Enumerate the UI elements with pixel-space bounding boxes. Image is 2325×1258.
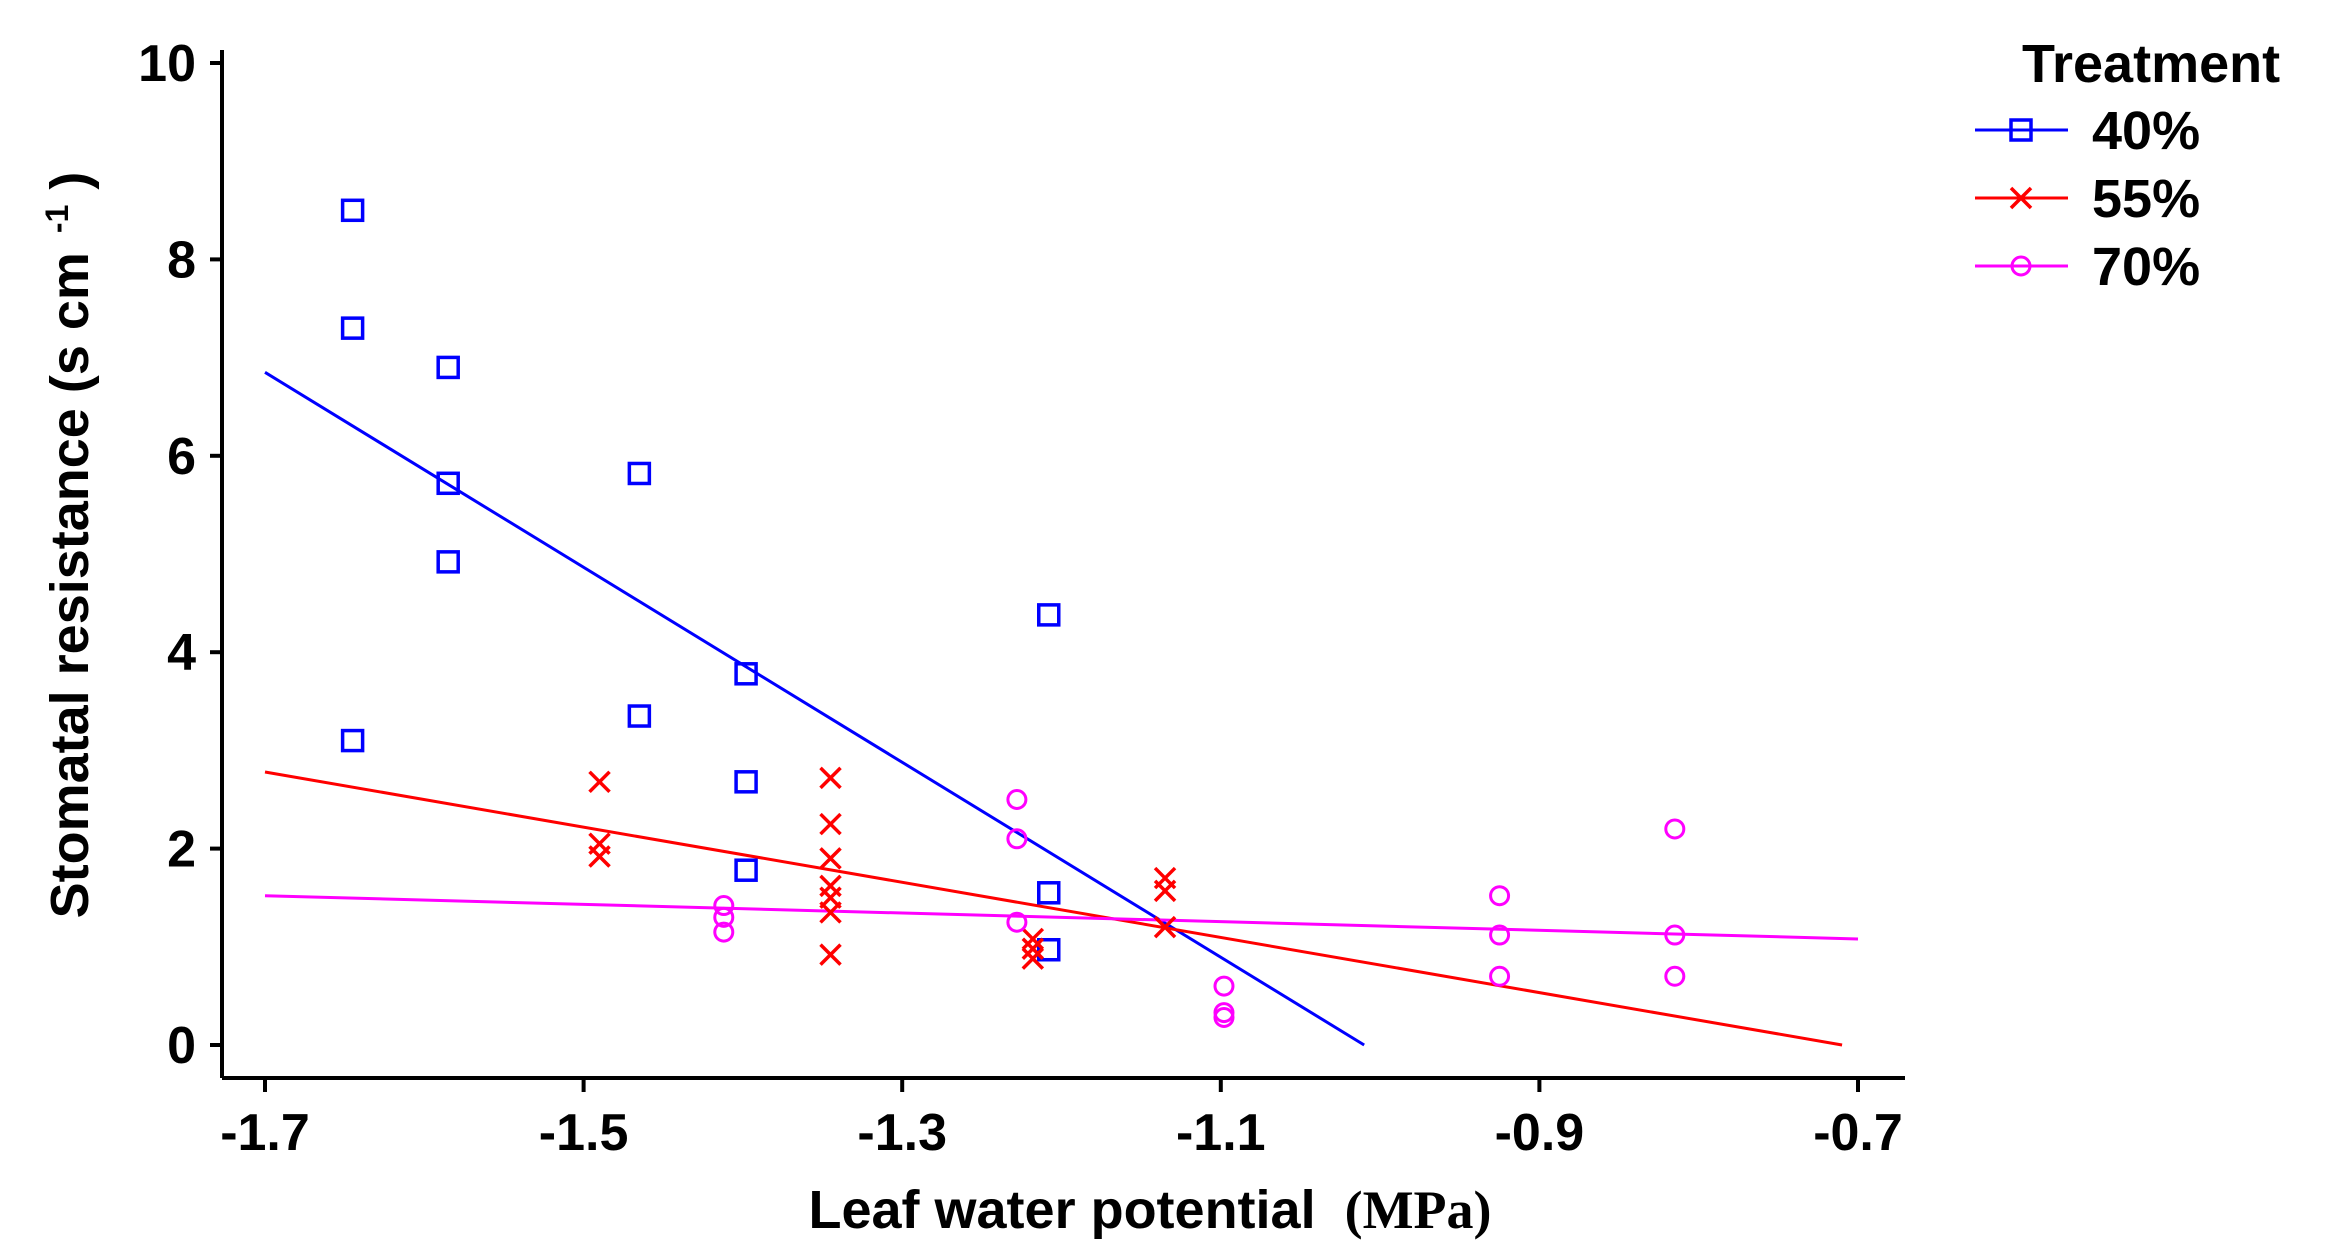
data-point-40pct bbox=[734, 770, 758, 794]
data-point-40pct bbox=[340, 198, 365, 223]
fit-line-40pct bbox=[264, 371, 1365, 1047]
data-point-70pct bbox=[1489, 965, 1511, 987]
x-axis-title: Leaf water potential (MPa) bbox=[808, 1180, 1491, 1240]
data-point-55pct bbox=[1021, 927, 1045, 951]
fit-line-55pct bbox=[264, 770, 1843, 1047]
data-point-40pct bbox=[340, 728, 365, 753]
data-point-70pct bbox=[1006, 789, 1028, 810]
data-point-70pct bbox=[1213, 975, 1235, 997]
legend-entry-40pct: 40% bbox=[1975, 101, 2200, 161]
x-tick-label: -0.9 bbox=[1495, 1104, 1585, 1162]
data-point-55pct bbox=[1153, 879, 1177, 903]
data-point-70pct bbox=[713, 921, 735, 943]
data-point-55pct bbox=[819, 766, 842, 790]
data-point-40pct bbox=[1037, 603, 1061, 627]
data-point-70pct bbox=[1006, 828, 1028, 850]
legend-marker bbox=[2009, 186, 2033, 210]
data-point-70pct bbox=[713, 895, 735, 917]
data-point-40pct bbox=[436, 355, 460, 380]
legend-label: 55% bbox=[2092, 169, 2200, 229]
y-tick-label: 0 bbox=[167, 1017, 196, 1075]
data-point-55pct bbox=[1021, 937, 1045, 961]
axes bbox=[210, 50, 1905, 1092]
y-axis-title: Stomatal resistance (s cm -1 ) bbox=[20, 172, 100, 919]
x-tick-label: -1.5 bbox=[539, 1104, 629, 1162]
data-point-70pct bbox=[1489, 885, 1511, 907]
data-point-40pct bbox=[340, 316, 365, 340]
data-point-55pct bbox=[1021, 947, 1045, 970]
data-point-55pct bbox=[819, 812, 842, 836]
legend-marker bbox=[2010, 255, 2032, 277]
fit-lines bbox=[264, 371, 1859, 1047]
data-point-70pct bbox=[713, 906, 735, 928]
legend-label: 70% bbox=[2092, 237, 2200, 297]
data-point-55pct bbox=[588, 845, 611, 868]
data-point-40pct bbox=[734, 858, 758, 882]
x-tick-label: -1.3 bbox=[857, 1104, 947, 1162]
y-tick-label: 8 bbox=[167, 231, 196, 289]
data-point-70pct bbox=[1664, 965, 1686, 987]
legend-marker bbox=[2009, 118, 2033, 142]
y-tick-label: 10 bbox=[138, 35, 196, 93]
data-point-40pct bbox=[734, 662, 758, 686]
data-point-40pct bbox=[436, 550, 460, 574]
y-tick-label: 6 bbox=[167, 428, 196, 486]
data-point-55pct bbox=[819, 847, 842, 870]
x-tick-label: -1.1 bbox=[1176, 1104, 1266, 1162]
data-point-40pct bbox=[627, 461, 652, 486]
data-point-40pct bbox=[627, 704, 652, 728]
data-point-55pct bbox=[819, 943, 842, 966]
data-point-40pct bbox=[436, 471, 460, 496]
x-tick-label: -1.7 bbox=[220, 1104, 310, 1162]
data-point-40pct bbox=[1037, 881, 1061, 905]
y-tick-label: 2 bbox=[167, 821, 196, 879]
x-tick-label: -0.7 bbox=[1813, 1104, 1903, 1162]
fit-line-70pct bbox=[264, 894, 1859, 941]
legend-label: 40% bbox=[2092, 101, 2200, 161]
data-point-70pct bbox=[1664, 924, 1686, 946]
legend-title: Treatment bbox=[2022, 34, 2280, 94]
data-point-70pct bbox=[1006, 911, 1028, 933]
data-point-70pct bbox=[1489, 924, 1511, 946]
tick-labels: 0 2 4 6 8 10 -1.7 -1.5 -1.3 -1.1 -0.9 -0.7 bbox=[138, 35, 1903, 1162]
legend: Treatment 40% 55% 70% bbox=[1975, 34, 2280, 297]
y-tick-label: 4 bbox=[167, 624, 196, 682]
data-point-55pct bbox=[588, 770, 611, 794]
data-point-55pct bbox=[1153, 915, 1177, 939]
data-point-40pct bbox=[1037, 937, 1061, 962]
legend-entry-55pct: 55% bbox=[1975, 169, 2200, 229]
data-point-70pct bbox=[1664, 818, 1686, 840]
data-point-70pct bbox=[1213, 1007, 1235, 1029]
data-markers bbox=[340, 198, 1686, 1029]
legend-entry-70pct: 70% bbox=[1975, 237, 2200, 297]
data-point-55pct bbox=[819, 901, 842, 924]
